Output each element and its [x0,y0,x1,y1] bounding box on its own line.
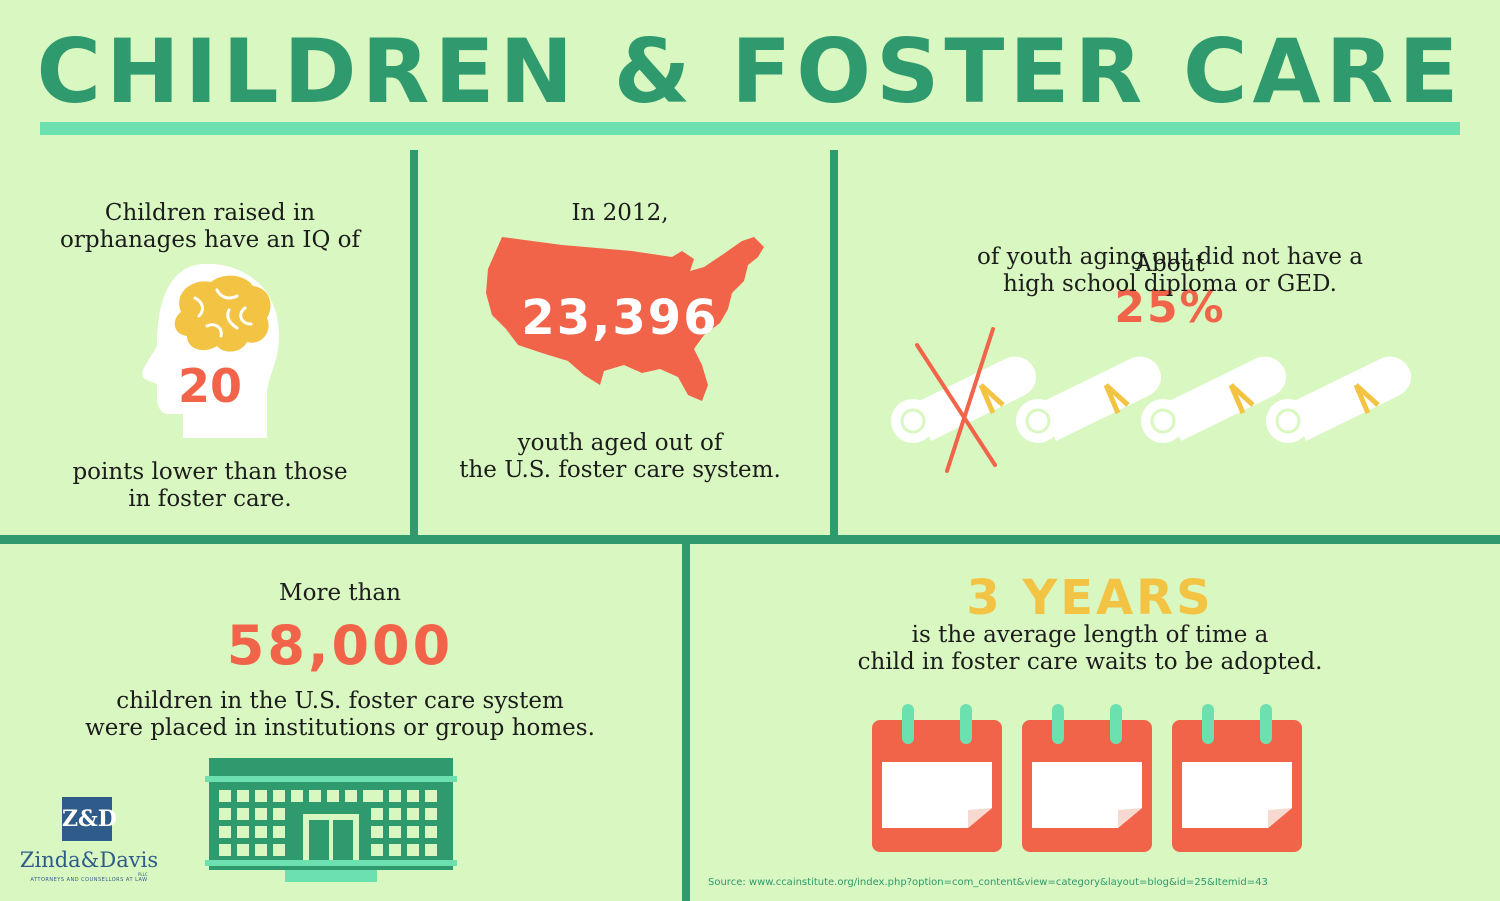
adoption-headline: 3 YEARS [966,570,1214,626]
building-window [237,808,249,820]
logo-mark: Z&D [62,797,117,841]
aged-out-text-bottom: youth aged out of the U.S. foster care s… [459,430,781,483]
diploma-scroll-icon [1141,356,1287,443]
aged-out-number: 23,396 [521,290,719,346]
building-window [363,790,375,802]
building-window [407,826,419,838]
building-window [389,826,401,838]
institutions-text-bottom: children in the U.S. foster care system … [85,688,595,741]
building-window [345,790,357,802]
institutions-number: 58,000 [226,614,454,677]
diploma-scrolls-icon [891,327,1412,473]
building-window [237,844,249,856]
building-window [371,808,383,820]
building-window [219,844,231,856]
building-window [389,844,401,856]
building-window [255,790,267,802]
building-window [425,826,437,838]
building-icon [205,758,457,882]
iq-text-bottom: points lower than those in foster care. [72,459,348,512]
diploma-scroll-icon [1266,356,1412,443]
diploma-scroll-icon [1016,356,1162,443]
building-window [273,790,285,802]
building-window [255,808,267,820]
building-window [255,844,267,856]
building-window [273,826,285,838]
building-window [237,790,249,802]
aged-out-text-top: In 2012, [571,200,669,226]
iq-number: 20 [177,359,242,413]
adoption-text: is the average length of time a child in… [857,622,1323,675]
building-window [237,826,249,838]
building-window [291,790,303,802]
calendars-icon [872,704,1302,852]
building-window [327,790,339,802]
calendar-icon [1022,704,1152,852]
building-window [371,826,383,838]
building-window [273,844,285,856]
building-window [425,808,437,820]
building-window [255,826,267,838]
divider-h [0,535,1500,544]
cross-out-icon [915,327,997,473]
building-window [425,790,437,802]
diploma-prefix: About [1135,251,1205,277]
divider-v1 [410,150,418,538]
building-window [389,790,401,802]
building-window [219,808,231,820]
diploma-percent: 25% [1114,282,1226,333]
building-window [219,826,231,838]
logo-subtitle: ATTORNEYS AND COUNSELLORS AT LAW [30,877,148,883]
building-window [273,808,285,820]
diploma-heading: About 25% [850,198,1490,337]
building-window [407,808,419,820]
building-window [407,790,419,802]
calendar-icon [872,704,1002,852]
divider-v2 [830,150,838,538]
diploma-text: of youth aging out did not have a high s… [976,244,1364,297]
title-underline [40,122,1460,135]
usa-map-icon [486,237,764,401]
iq-text-top: Children raised in orphanages have an IQ… [60,200,360,253]
logo-name: Zinda&Davis [19,848,159,872]
calendar-icon [1172,704,1302,852]
source-link[interactable]: Source: www.ccainstitute.org/index.php?o… [708,877,1268,888]
building-window [371,844,383,856]
building-window [309,790,321,802]
building-window [219,790,231,802]
building-window [425,844,437,856]
page-title: CHILDREN & FOSTER CARE [36,20,1464,123]
institutions-text-top: More than [279,580,401,606]
building-window [407,844,419,856]
logo-small: PLLC [138,872,148,877]
head-brain-icon [142,263,280,438]
building-window [389,808,401,820]
diploma-scroll-icon [891,356,1037,443]
divider-v3 [682,544,690,901]
